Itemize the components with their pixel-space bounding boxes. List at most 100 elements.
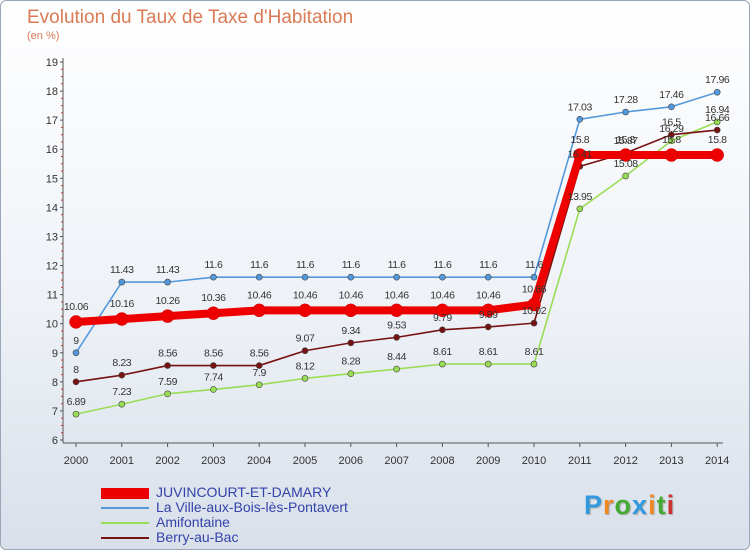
legend-label: JUVINCOURT-ET-DAMARY xyxy=(156,484,332,500)
x-tick-label: 2013 xyxy=(659,455,683,467)
x-tick-label: 2003 xyxy=(201,455,225,467)
logo-letter: t xyxy=(656,490,667,520)
data-point xyxy=(393,334,400,341)
legend-swatch xyxy=(101,522,149,524)
data-label: 16.66 xyxy=(705,112,730,124)
legend-swatch xyxy=(101,507,149,509)
data-label: 11.6 xyxy=(250,259,269,271)
data-point xyxy=(347,339,355,347)
data-label: 7.59 xyxy=(158,376,177,388)
data-point xyxy=(118,371,126,379)
data-label: 10.16 xyxy=(110,298,135,310)
x-tick-label: 2004 xyxy=(247,455,271,467)
data-point xyxy=(573,148,587,162)
x-tick-label: 2000 xyxy=(64,455,88,467)
data-point xyxy=(164,390,171,398)
x-tick-label: 2012 xyxy=(613,455,637,467)
data-point xyxy=(527,297,541,312)
legend-label: Berry-au-Bac xyxy=(156,529,239,545)
y-tick-label: 13 xyxy=(46,231,58,243)
data-label: 8.56 xyxy=(250,348,269,360)
data-point xyxy=(118,400,126,408)
data-label: 10.26 xyxy=(155,295,180,307)
data-point xyxy=(393,273,400,281)
data-label: 8 xyxy=(73,364,79,376)
data-label: 17.28 xyxy=(613,94,638,106)
data-label: 10.66 xyxy=(522,284,547,296)
data-point xyxy=(710,148,724,162)
data-point xyxy=(530,273,538,281)
data-label: 9 xyxy=(73,335,79,347)
logo-letter: P xyxy=(584,490,604,520)
data-point xyxy=(713,118,721,126)
logo-letter: o xyxy=(614,490,633,520)
data-label: 9.53 xyxy=(387,319,406,331)
data-point xyxy=(255,381,263,389)
chart-unit: (en %) xyxy=(27,30,60,42)
data-label: 11.6 xyxy=(204,259,223,271)
data-label: 11.43 xyxy=(156,264,180,276)
data-label: 8.12 xyxy=(296,360,315,372)
y-tick-label: 16 xyxy=(46,144,58,156)
data-point xyxy=(618,148,633,162)
y-tick-label: 11 xyxy=(47,290,58,302)
legend-label: La Ville-aux-Bois-lès-Pontavert xyxy=(156,499,348,515)
data-point xyxy=(481,303,495,318)
y-tick-label: 14 xyxy=(46,202,58,214)
y-tick-label: 12 xyxy=(46,261,58,273)
data-label: 10.02 xyxy=(522,305,547,317)
data-point xyxy=(164,278,171,286)
logo-letter: r xyxy=(603,490,615,520)
data-point xyxy=(439,360,446,368)
data-point xyxy=(72,378,80,386)
data-point xyxy=(347,273,355,281)
data-point xyxy=(393,365,400,373)
data-label: 16.29 xyxy=(659,123,684,135)
data-label: 10.46 xyxy=(247,289,272,301)
x-tick-label: 2001 xyxy=(110,455,134,467)
data-label: 11.6 xyxy=(342,259,361,271)
y-tick-label: 8 xyxy=(52,377,58,389)
data-point xyxy=(484,323,492,331)
x-tick-label: 2002 xyxy=(155,455,179,467)
data-label: 8.28 xyxy=(341,356,360,368)
data-point xyxy=(439,326,446,334)
x-tick-label: 2006 xyxy=(339,455,363,467)
data-label: 11.6 xyxy=(525,259,544,271)
data-label: 8.23 xyxy=(112,357,131,369)
chart-title: Evolution du Taux de Taxe d'Habitation xyxy=(27,7,354,28)
data-label: 15.8 xyxy=(708,134,727,146)
data-point xyxy=(69,315,83,329)
y-tick-label: 18 xyxy=(46,86,58,98)
data-point xyxy=(115,312,129,326)
x-tick-label: 2014 xyxy=(705,455,729,467)
data-label: 11.43 xyxy=(110,264,134,276)
data-point xyxy=(72,349,80,357)
data-label: 8.56 xyxy=(204,348,223,360)
data-point xyxy=(160,309,175,323)
data-point xyxy=(576,205,584,213)
data-point xyxy=(301,273,309,281)
y-tick-label: 10 xyxy=(46,319,58,331)
data-point xyxy=(530,360,538,368)
data-label: 10.46 xyxy=(293,289,318,301)
data-label: 15.87 xyxy=(613,135,638,147)
proxiti-logo: Proxiti xyxy=(584,490,675,521)
data-point xyxy=(484,360,492,368)
data-label: 15.8 xyxy=(616,134,635,146)
data-label: 8.61 xyxy=(433,346,452,358)
data-point xyxy=(252,303,266,318)
line-chart: 6 7 8 9 10 11 12 13 14 15 16 17 18 19 2000 2001 2002 2003… xyxy=(46,57,731,467)
data-label: 10.06 xyxy=(64,301,89,313)
logo-letter: i xyxy=(648,490,657,520)
data-label: 17.46 xyxy=(659,89,684,101)
data-point xyxy=(298,303,312,318)
data-point xyxy=(347,370,355,378)
y-tick-label: 9 xyxy=(52,348,58,360)
data-label: 7.74 xyxy=(204,371,223,383)
data-label: 10.46 xyxy=(476,289,501,301)
data-label: 17.96 xyxy=(705,74,730,86)
data-point xyxy=(72,410,80,418)
data-label: 6.89 xyxy=(67,396,86,408)
